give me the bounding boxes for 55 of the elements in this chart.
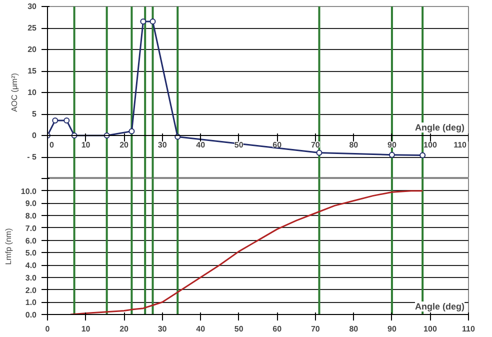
x-tick-label: 100 bbox=[424, 140, 438, 150]
point bbox=[128, 128, 135, 134]
x-tick-label: 40 bbox=[196, 140, 206, 150]
y-tick-label: 20 bbox=[28, 45, 38, 54]
y-tick-label: 6.0 bbox=[25, 236, 38, 246]
y-tick-label: 0 bbox=[32, 131, 38, 140]
x-tick-label: 30 bbox=[158, 140, 168, 150]
x-tick-label: 50 bbox=[234, 324, 244, 334]
x-tick-label: 10 bbox=[81, 324, 91, 334]
point bbox=[316, 150, 322, 156]
y-tick-label: 9.0 bbox=[25, 199, 38, 208]
x-tick-label: 40 bbox=[196, 324, 206, 334]
y-tick-label: 4.0 bbox=[25, 261, 38, 270]
y-tick-label: - 5 bbox=[27, 152, 38, 162]
point bbox=[140, 18, 146, 25]
point bbox=[52, 117, 58, 124]
x-tick-label: 60 bbox=[272, 324, 282, 334]
y-tick-label: 5.0 bbox=[25, 248, 38, 258]
x-tick-label: 70 bbox=[310, 140, 320, 150]
y-tick-label: 10.0 bbox=[20, 186, 38, 196]
x-tick-label: 80 bbox=[349, 140, 359, 150]
y-axis-title: Lmfp (nm) bbox=[4, 228, 13, 265]
y-tick-label: 2.0 bbox=[25, 286, 38, 295]
x-tick-label: 10 bbox=[81, 140, 91, 150]
y-tick-label: 30 bbox=[28, 2, 38, 11]
x-tick-label: 30 bbox=[158, 324, 168, 334]
y-tick-label: 10 bbox=[28, 88, 38, 97]
y-tick-label: 15 bbox=[28, 66, 38, 76]
y-tick-label: 5 bbox=[32, 110, 38, 118]
x-tick-label: 20 bbox=[120, 324, 130, 334]
y-tick-label: 0.0 bbox=[25, 310, 38, 320]
x-tick-label: 80 bbox=[349, 324, 359, 334]
x-tick-label: 110 bbox=[462, 324, 476, 334]
point bbox=[420, 152, 426, 158]
y-tick-label: 7.0 bbox=[25, 224, 38, 233]
x-axis-title: Angle (deg) bbox=[415, 122, 465, 132]
x-tick-label: 70 bbox=[310, 324, 320, 334]
x-tick-label: 50 bbox=[234, 140, 244, 150]
x-tick-label: 60 bbox=[272, 140, 282, 150]
y-tick-label: 3.0 bbox=[25, 273, 38, 282]
point bbox=[64, 117, 70, 124]
x-tick-label: 20 bbox=[120, 140, 130, 150]
x-tick-label: 90 bbox=[388, 324, 397, 334]
x-tick-label: 0 bbox=[50, 140, 54, 150]
x-tick-label: 100 bbox=[424, 324, 438, 334]
x-axis-title: Angle (deg) bbox=[415, 302, 465, 312]
x-tick-label: 110 bbox=[454, 140, 468, 150]
y-tick-label: 8.0 bbox=[25, 212, 38, 221]
x-tick-label: 90 bbox=[388, 140, 397, 150]
point bbox=[150, 18, 156, 25]
y-tick-label: 25 bbox=[28, 24, 38, 32]
point bbox=[388, 152, 395, 158]
y-tick-label: 1.0 bbox=[25, 298, 38, 308]
x-tick-label: 0 bbox=[45, 324, 50, 334]
y-axis-title: AOC (μm²) bbox=[10, 72, 20, 112]
